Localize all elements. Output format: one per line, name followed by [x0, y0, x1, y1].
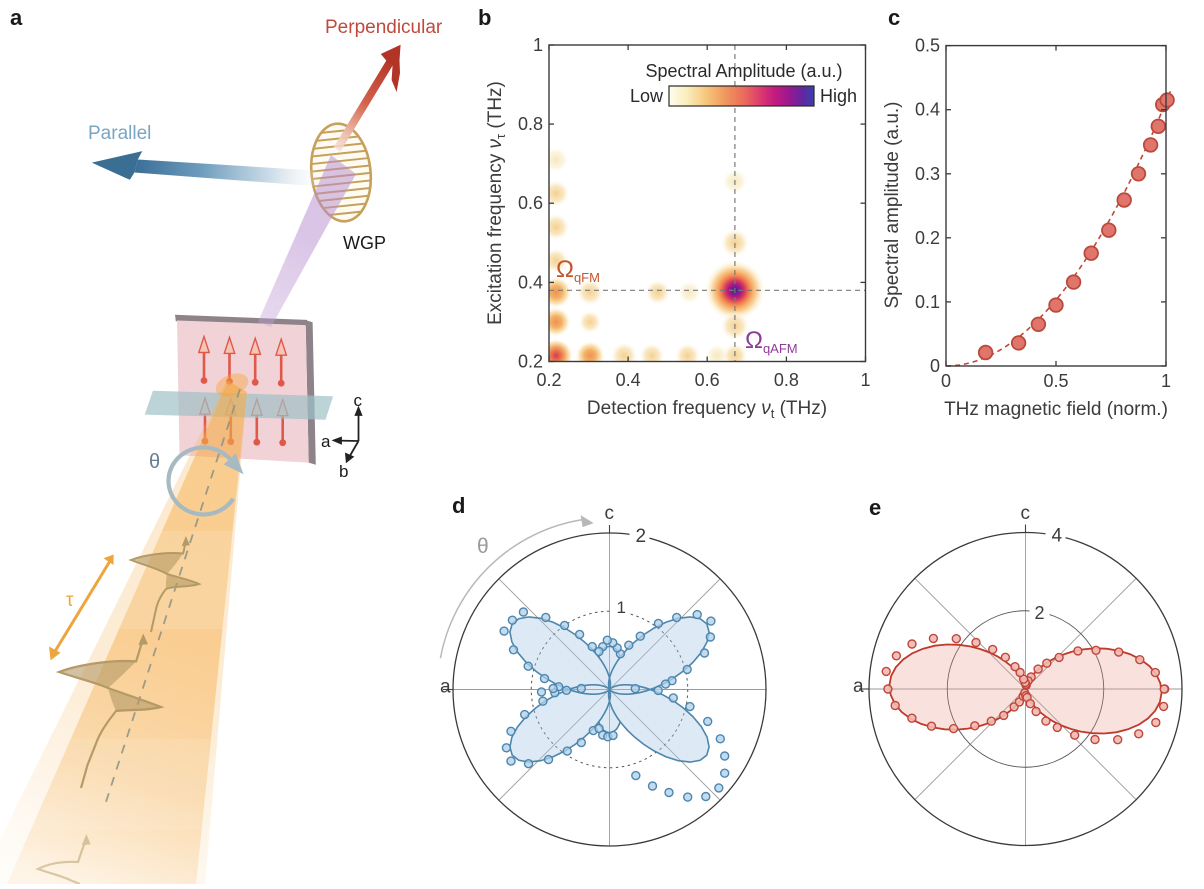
- svg-text:c: c: [354, 391, 363, 410]
- svg-text:θ: θ: [477, 535, 489, 558]
- svg-text:0.4: 0.4: [915, 100, 940, 120]
- svg-text:b: b: [478, 5, 491, 30]
- svg-text:2: 2: [1035, 603, 1045, 623]
- svg-text:τ: τ: [66, 590, 74, 611]
- svg-text:0.8: 0.8: [774, 370, 799, 390]
- svg-text:0.2: 0.2: [915, 228, 940, 248]
- svg-text:a: a: [321, 432, 331, 451]
- svg-text:Excitation frequency ντ (THz): Excitation frequency ντ (THz): [485, 81, 508, 325]
- svg-text:a: a: [10, 5, 23, 30]
- svg-text:0.6: 0.6: [518, 193, 543, 213]
- svg-text:4: 4: [1052, 526, 1063, 547]
- svg-text:Detection frequency νt (THz): Detection frequency νt (THz): [587, 398, 827, 421]
- svg-text:d: d: [452, 493, 465, 518]
- svg-text:0.4: 0.4: [518, 272, 543, 292]
- svg-text:Spectral Amplitude (a.u.): Spectral Amplitude (a.u.): [645, 61, 842, 81]
- svg-text:Spectral amplitude (a.u.): Spectral amplitude (a.u.): [882, 102, 903, 309]
- svg-text:0: 0: [941, 371, 951, 391]
- svg-text:θ: θ: [149, 451, 160, 473]
- svg-text:0.5: 0.5: [1043, 371, 1068, 391]
- svg-text:0.5: 0.5: [915, 36, 940, 56]
- svg-text:c: c: [1021, 503, 1031, 524]
- svg-text:0.4: 0.4: [616, 370, 641, 390]
- svg-text:0.3: 0.3: [915, 164, 940, 184]
- svg-text:0: 0: [930, 356, 940, 376]
- svg-text:e: e: [869, 495, 881, 520]
- svg-text:1: 1: [1161, 371, 1171, 391]
- svg-text:1: 1: [617, 598, 626, 617]
- svg-text:a: a: [853, 676, 864, 697]
- svg-text:THz magnetic field (norm.): THz magnetic field (norm.): [944, 399, 1168, 420]
- svg-text:2: 2: [636, 526, 647, 547]
- svg-text:a: a: [440, 677, 451, 698]
- svg-text:c: c: [605, 503, 615, 524]
- svg-text:WGP: WGP: [343, 233, 386, 253]
- svg-text:b: b: [339, 462, 348, 481]
- svg-text:0.6: 0.6: [695, 370, 720, 390]
- svg-text:1: 1: [533, 35, 543, 55]
- svg-text:Perpendicular: Perpendicular: [325, 17, 443, 38]
- svg-text:1: 1: [860, 370, 870, 390]
- svg-text:High: High: [820, 86, 857, 106]
- svg-text:0.2: 0.2: [536, 370, 561, 390]
- svg-text:0.1: 0.1: [915, 292, 940, 312]
- svg-text:Low: Low: [630, 86, 664, 106]
- svg-text:0.8: 0.8: [518, 114, 543, 134]
- svg-text:Parallel: Parallel: [88, 123, 151, 144]
- svg-text:c: c: [888, 5, 900, 30]
- svg-text:0.2: 0.2: [518, 352, 543, 372]
